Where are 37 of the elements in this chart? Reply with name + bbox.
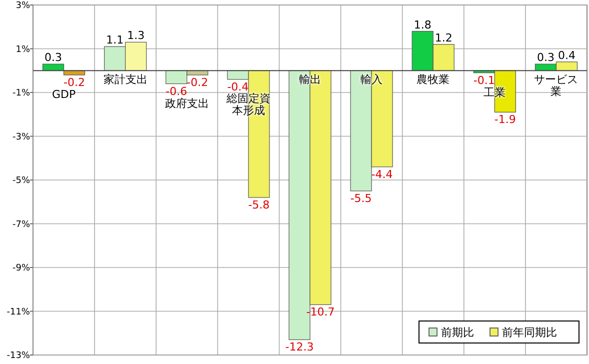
y-tick-label: -1%: [12, 88, 30, 98]
data-label: -5.8: [248, 198, 270, 212]
legend-label: 前年同期比: [502, 326, 557, 339]
data-label: -0.2: [64, 76, 86, 89]
data-label: -0.1: [473, 74, 495, 87]
legend: 前期比 前年同期比: [418, 320, 580, 344]
x-tick-label: サービス業: [534, 72, 578, 98]
y-tick-label: -7%: [12, 220, 30, 230]
data-label: -0.2: [186, 76, 208, 89]
data-label: -10.7: [306, 306, 335, 319]
x-tick-label: 政府支出: [164, 96, 209, 110]
y-tick-label: -9%: [12, 264, 30, 274]
y-tick-label: -11%: [6, 307, 30, 318]
data-label: 1.8: [414, 18, 432, 32]
data-label: -0.6: [166, 84, 188, 98]
data-label: 1.2: [434, 31, 452, 44]
y-tick-label: -13%: [6, 351, 30, 361]
data-label: -5.5: [350, 192, 372, 205]
data-label: -0.4: [227, 80, 249, 94]
data-label: 0.3: [44, 51, 62, 64]
x-tick-label: 農牧業: [416, 72, 450, 86]
x-tick-label: 総固定資本形成: [226, 92, 270, 118]
y-tick-label: 3%: [16, 1, 30, 11]
data-label: -12.3: [285, 340, 314, 354]
data-label: 1.3: [127, 29, 145, 42]
data-label: 0.3: [536, 51, 554, 64]
data-label: -4.4: [371, 168, 393, 181]
data-label: 1.1: [106, 34, 124, 47]
y-tick-label: -3%: [12, 132, 30, 142]
y-tick-label: 1%: [16, 44, 30, 55]
y-tick-label: -5%: [12, 176, 30, 186]
data-label: 0.4: [558, 48, 576, 62]
x-tick-label: 家計支出: [103, 72, 148, 86]
legend-label: 前期比: [441, 326, 474, 339]
x-tick-label: GDP: [52, 88, 76, 101]
data-label: -1.9: [494, 113, 516, 126]
x-tick-label: 輸入: [360, 72, 383, 86]
